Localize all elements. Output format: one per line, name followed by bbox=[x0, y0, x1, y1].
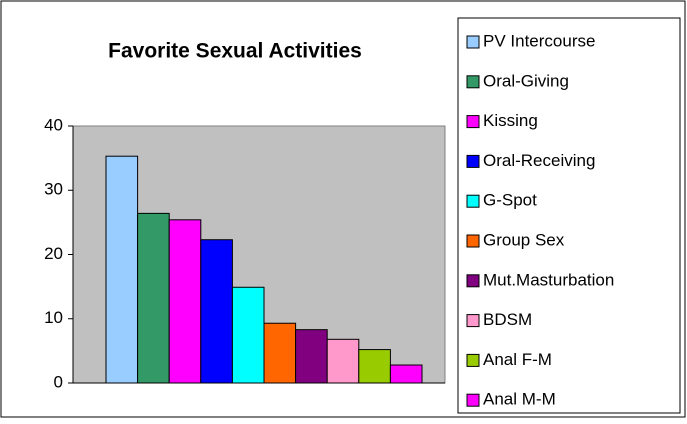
legend-label: Mut.Masturbation bbox=[483, 270, 614, 289]
legend-swatch bbox=[466, 35, 480, 49]
legend-swatch bbox=[466, 393, 480, 407]
legend-label: PV Intercourse bbox=[483, 31, 595, 50]
legend-swatch bbox=[466, 353, 480, 367]
legend-label: Anal F-M bbox=[483, 350, 552, 369]
legend-label: Kissing bbox=[483, 111, 538, 130]
y-tick-label: 40 bbox=[44, 115, 63, 134]
legend-label: Group Sex bbox=[483, 230, 565, 249]
bar bbox=[389, 364, 423, 384]
bar bbox=[295, 329, 328, 384]
bar bbox=[263, 322, 297, 384]
legend-label: Oral-Giving bbox=[483, 71, 569, 90]
legend-swatch bbox=[466, 234, 480, 248]
bar bbox=[358, 349, 391, 384]
chart-title: Favorite Sexual Activities bbox=[108, 40, 362, 63]
legend-swatch bbox=[466, 115, 480, 129]
bar bbox=[137, 212, 170, 384]
legend-swatch bbox=[466, 314, 480, 328]
legend-label: Oral-Receiving bbox=[483, 151, 595, 170]
y-tick-label: 10 bbox=[44, 308, 63, 327]
legend-label: Anal M-M bbox=[483, 390, 556, 409]
y-tick-label: 0 bbox=[54, 372, 63, 391]
legend-swatch bbox=[466, 75, 480, 89]
legend-label: BDSM bbox=[483, 310, 532, 329]
legend-swatch bbox=[466, 194, 480, 208]
bar bbox=[231, 286, 265, 384]
bar bbox=[200, 239, 233, 384]
bar bbox=[168, 219, 202, 384]
legend-swatch bbox=[466, 274, 480, 288]
bar bbox=[105, 155, 139, 384]
legend-swatch bbox=[466, 154, 480, 168]
y-tick-label: 20 bbox=[44, 244, 63, 263]
legend bbox=[457, 17, 681, 414]
y-tick-label: 30 bbox=[44, 180, 63, 199]
legend-label: G-Spot bbox=[483, 191, 537, 210]
bar bbox=[326, 338, 360, 384]
